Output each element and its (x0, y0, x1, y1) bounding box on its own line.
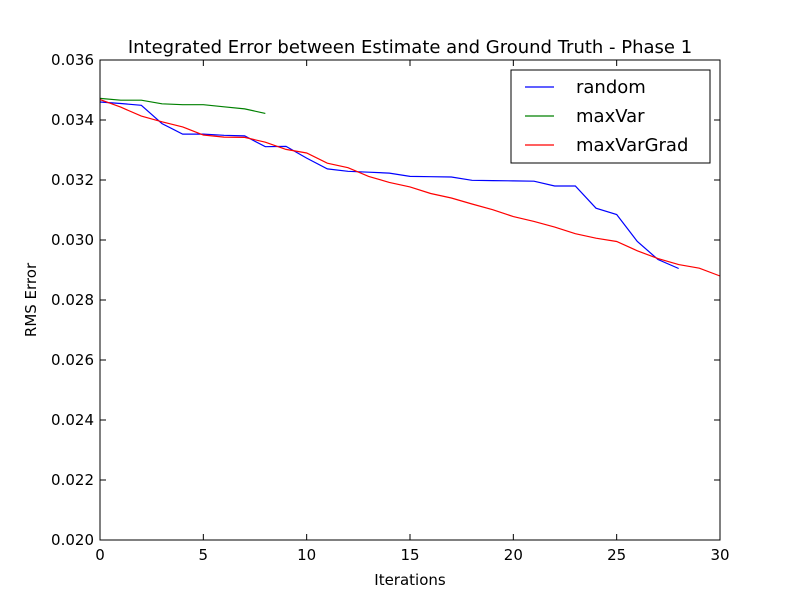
y-tick-label: 0.032 (51, 171, 94, 189)
x-tick-label: 30 (710, 546, 729, 564)
series-line-maxVarGrad (99, 99, 721, 277)
x-tick-label: 15 (400, 546, 419, 564)
x-tick-label: 0 (95, 546, 105, 564)
y-tick-label: 0.034 (51, 111, 94, 129)
y-tick-label: 0.020 (51, 531, 94, 549)
y-tick-label: 0.030 (51, 231, 94, 249)
series-line-maxVar (99, 97, 266, 114)
x-tick-label: 10 (297, 546, 316, 564)
y-tick-label: 0.036 (51, 51, 94, 69)
y-axis-ticks: 0.020 0.022 0.024 0.026 0.028 0.030 0.032 0.034… (51, 51, 720, 549)
legend-items: random maxVar maxVarGrad (525, 77, 688, 156)
y-axis-label: RMS Error (22, 262, 40, 337)
series-line-random (99, 101, 679, 270)
y-tick-label: 0.026 (51, 351, 94, 369)
x-tick-label: 20 (504, 546, 523, 564)
chart-title: Integrated Error between Estimate and Gr… (128, 37, 692, 58)
y-tick-label: 0.024 (51, 411, 94, 429)
y-tick-label: 0.028 (51, 291, 94, 309)
legend-label: maxVar (576, 106, 645, 127)
y-tick-label: 0.022 (51, 471, 94, 489)
legend-label: maxVarGrad (576, 135, 688, 156)
x-axis-label: Iterations (374, 571, 446, 589)
x-tick-label: 5 (199, 546, 209, 564)
legend: random maxVar maxVarGrad (510, 69, 711, 164)
plot-lines (99, 97, 721, 277)
x-axis-ticks: 0 5 10 15 20 25 30 (95, 60, 730, 564)
legend-label: random (576, 77, 646, 98)
x-tick-label: 25 (607, 546, 626, 564)
